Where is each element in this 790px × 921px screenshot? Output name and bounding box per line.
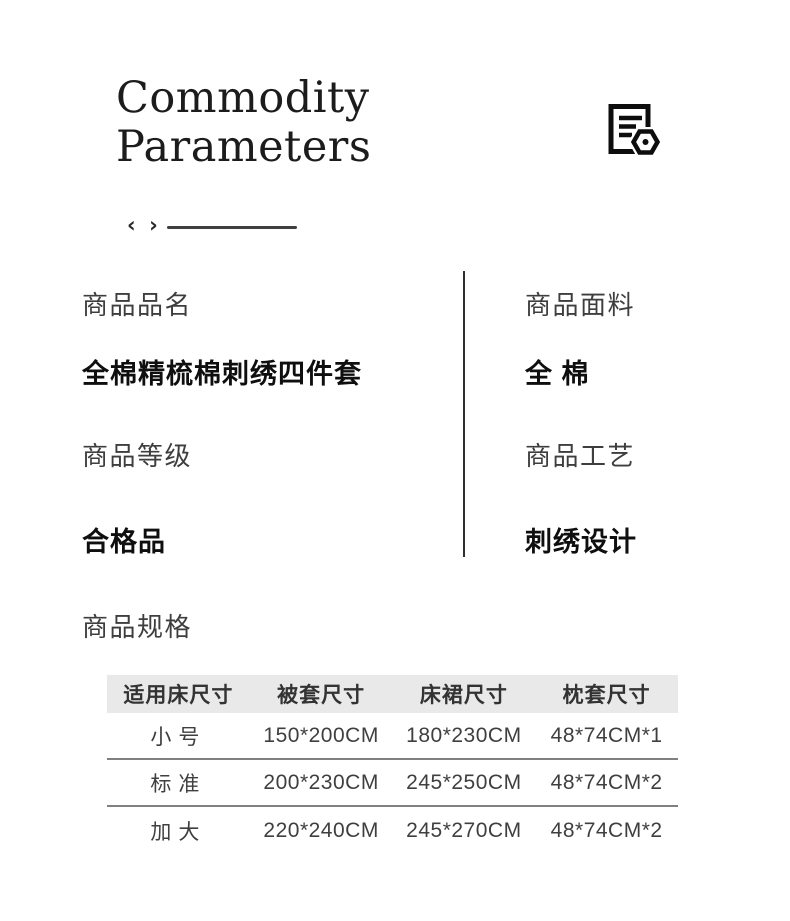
table-cell: 48*74CM*2 [550,770,663,794]
attr-value-craft: 刺绣设计 [525,527,637,557]
decorative-chevrons: ‹ › [127,213,167,239]
attr-value-fabric: 全 棉 [525,359,590,389]
attr-label-product-name: 商品品名 [82,290,193,320]
spec-table-header: 被套尺寸 [277,684,366,707]
table-cell: 245*250CM [406,770,522,794]
attr-value-product-name: 全棉精梳棉刺绣四件套 [82,359,362,389]
table-cell: 小号 [150,725,207,749]
decorative-rule [167,226,297,229]
attr-label-fabric: 商品面料 [525,290,636,320]
chevron-left-icon: ‹ [127,213,136,237]
page-title: Commodity Parameters [116,73,372,173]
table-cell: 245*270CM [406,818,522,842]
table-cell: 220*240CM [263,818,379,842]
table-cell: 200*230CM [263,770,379,794]
attr-value-grade: 合格品 [82,527,166,557]
table-cell: 150*200CM [263,723,379,747]
chevron-right-icon: › [149,213,158,237]
page-title-line1: Commodity [116,73,370,123]
table-row: 标准 200*230CM 245*250CM 48*74CM*2 [107,760,678,807]
table-cell: 加大 [150,820,207,844]
table-cell: 标准 [150,772,207,796]
spec-table-header: 床裙尺寸 [419,684,508,707]
spec-table-header: 适用床尺寸 [123,684,234,707]
spec-table: 适用床尺寸 被套尺寸 床裙尺寸 枕套尺寸 小号 150*200CM 180*23… [107,675,678,854]
spec-table-header-row: 适用床尺寸 被套尺寸 床裙尺寸 枕套尺寸 [107,675,678,713]
table-cell: 180*230CM [406,723,522,747]
table-cell: 48*74CM*2 [550,818,663,842]
spec-section-label: 商品规格 [82,612,193,642]
attr-label-grade: 商品等级 [82,441,193,471]
page-title-line2: Parameters [116,122,372,173]
spec-table-header: 枕套尺寸 [562,684,651,707]
table-cell: 48*74CM*1 [550,723,663,747]
document-settings-icon [608,104,660,157]
column-divider [463,271,465,557]
attr-label-craft: 商品工艺 [525,441,636,471]
table-row: 加大 220*240CM 245*270CM 48*74CM*2 [107,807,678,854]
table-row: 小号 150*200CM 180*230CM 48*74CM*1 [107,713,678,760]
